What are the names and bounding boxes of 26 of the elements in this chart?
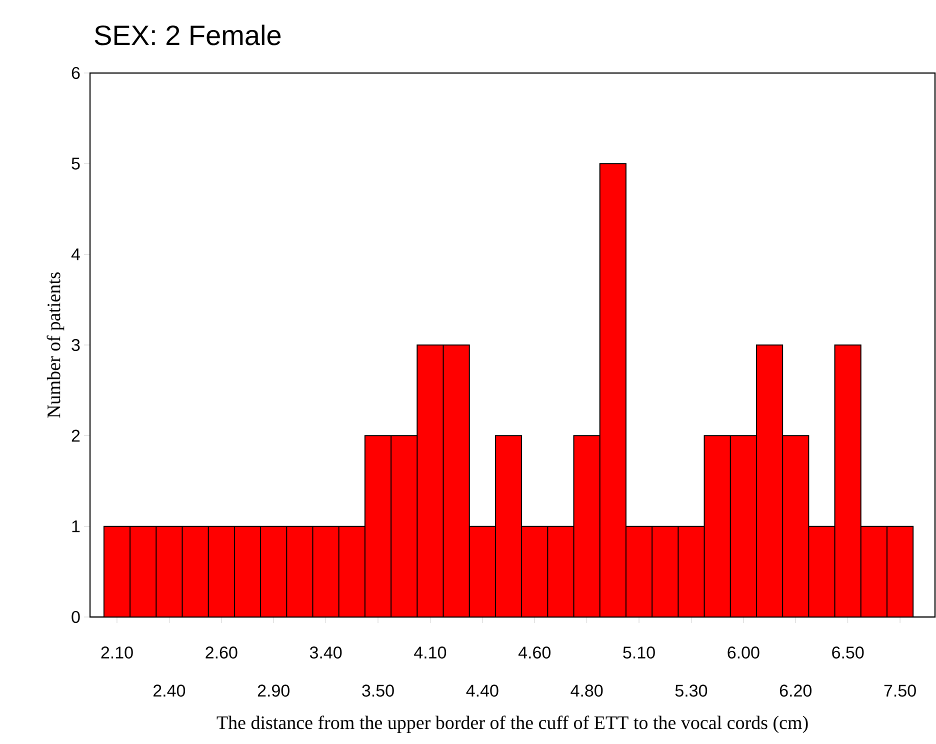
x-tick-label: 2.10 xyxy=(101,646,133,659)
x-tick-label: 4.80 xyxy=(570,684,603,697)
y-tick-label: 6 xyxy=(72,66,80,80)
x-tick-label: 4.10 xyxy=(414,646,446,659)
x-axis-title: The distance from the upper border of the cuff of ETT to the vocal cords (cm) xyxy=(216,716,808,733)
x-tick-label: 5.10 xyxy=(623,646,655,659)
x-tick-label: 6.50 xyxy=(832,646,864,659)
y-tick-label: 1 xyxy=(72,520,80,532)
y-tick-label: 2 xyxy=(72,430,80,442)
x-tick-label: 5.30 xyxy=(675,684,708,697)
x-tick-label: 6.00 xyxy=(728,646,760,659)
x-tick-label: 7.50 xyxy=(884,684,916,697)
x-tick-label: 6.20 xyxy=(780,684,812,697)
x-tick-label: 2.40 xyxy=(154,684,186,697)
chart-title: SEX: 2 Female xyxy=(94,24,281,46)
x-tick-label: 4.60 xyxy=(518,646,550,659)
y-tick-label: 3 xyxy=(72,338,80,352)
x-tick-label: 3.40 xyxy=(310,646,342,659)
x-tick-label: 3.50 xyxy=(362,684,394,697)
y-tick-label: 4 xyxy=(71,248,80,260)
x-tick-label: 2.90 xyxy=(258,684,290,697)
y-tick-label: 0 xyxy=(72,610,80,624)
x-tick-label: 2.60 xyxy=(206,646,238,659)
x-tick-label: 4.40 xyxy=(466,684,498,697)
y-tick-label: 5 xyxy=(72,158,80,170)
y-axis-title: Number of patients xyxy=(46,272,64,418)
